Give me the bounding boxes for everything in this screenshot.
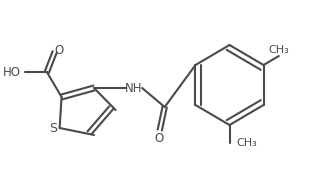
Text: O: O <box>154 132 163 144</box>
Text: CH₃: CH₃ <box>236 138 257 148</box>
Text: HO: HO <box>3 65 21 78</box>
Text: S: S <box>49 122 57 136</box>
Text: CH₃: CH₃ <box>268 45 289 55</box>
Text: NH: NH <box>124 81 142 94</box>
Text: O: O <box>54 44 63 57</box>
